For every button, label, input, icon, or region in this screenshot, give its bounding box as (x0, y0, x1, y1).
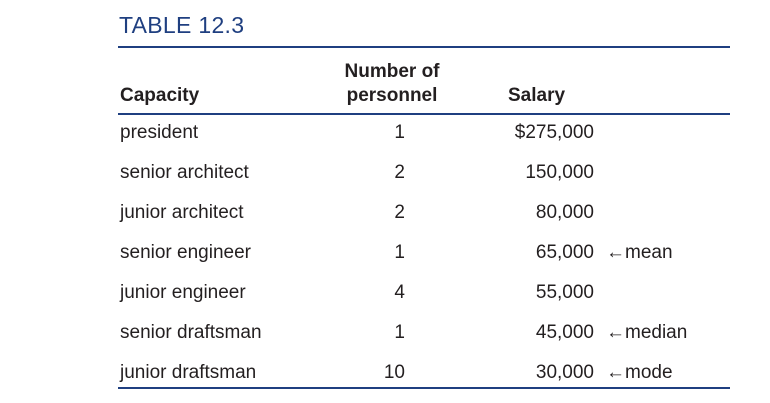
cell-number: 2 (394, 202, 405, 223)
cell-note: ←mean (606, 242, 673, 263)
header-salary: Salary (508, 85, 566, 106)
table-row: junior engineer 4 55,000 (0, 273, 770, 313)
cell-number: 1 (394, 122, 405, 143)
cell-note: ←mode (606, 362, 673, 383)
header-capacity: Capacity (120, 85, 200, 106)
cell-salary: 150,000 (525, 162, 594, 183)
cell-salary: 80,000 (535, 202, 594, 223)
table-row: senior engineer 1 65,000 ←mean (0, 233, 770, 273)
cell-capacity: senior draftsman (120, 322, 262, 343)
cell-number: 2 (394, 162, 405, 183)
bottom-rule (118, 387, 730, 389)
cell-capacity: junior draftsman (120, 362, 257, 383)
top-rule (118, 46, 730, 48)
cell-capacity: junior engineer (120, 282, 246, 303)
table-title: TABLE 12.3 (119, 12, 245, 38)
cell-salary: 65,000 (535, 242, 594, 263)
table-row: junior architect 2 80,000 (0, 193, 770, 233)
cell-number: 10 (383, 362, 405, 383)
cell-note: ←median (606, 322, 688, 343)
header-number-line1: Number of (344, 61, 440, 82)
cell-capacity: president (120, 122, 199, 143)
header-rule (118, 113, 730, 115)
header-number-line2: personnel (346, 85, 438, 106)
table-row: junior draftsman 10 30,000 ←mode (0, 353, 770, 393)
cell-salary: 45,000 (535, 322, 594, 343)
table-row: president 1 $275,000 (0, 113, 770, 153)
cell-number: 4 (394, 282, 405, 303)
cell-capacity: senior engineer (120, 242, 251, 263)
cell-capacity: junior architect (120, 202, 244, 223)
cell-salary: $275,000 (514, 122, 594, 143)
table-row: senior architect 2 150,000 (0, 153, 770, 193)
cell-number: 1 (394, 322, 405, 343)
cell-salary: 30,000 (535, 362, 594, 383)
cell-salary: 55,000 (535, 282, 594, 303)
header-number: Number of personnel (322, 60, 462, 108)
cell-capacity: senior architect (120, 162, 249, 183)
table-row: senior draftsman 1 45,000 ←median (0, 313, 770, 353)
cell-number: 1 (394, 242, 405, 263)
